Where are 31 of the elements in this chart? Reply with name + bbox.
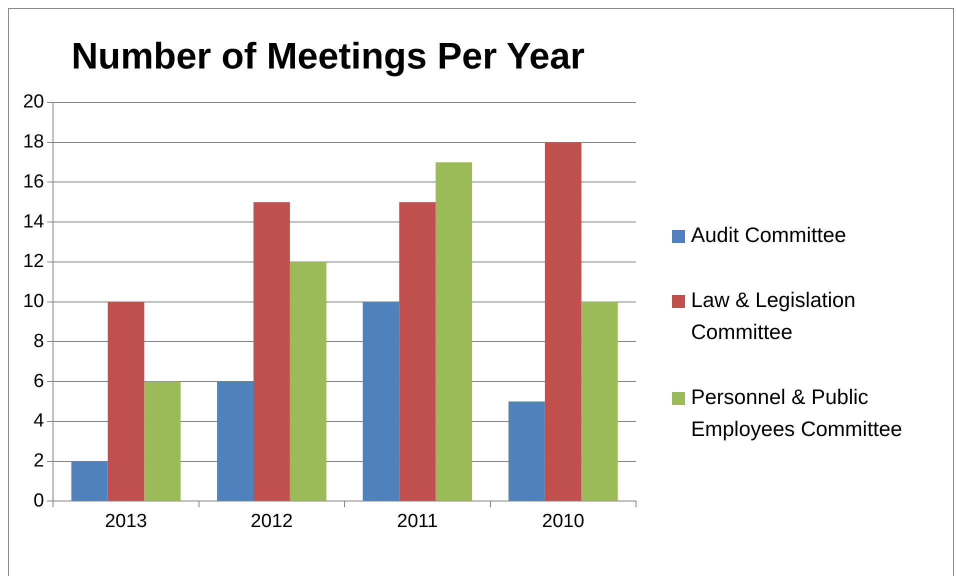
bar [581, 302, 618, 501]
bar [544, 142, 582, 501]
bar [144, 382, 181, 501]
y-tick-label: 10 [22, 291, 44, 312]
x-tick-label: 2013 [104, 510, 148, 532]
legend-label: Audit Committee [691, 223, 846, 249]
bar [290, 262, 326, 501]
bar [508, 402, 545, 501]
y-tick-label: 18 [22, 132, 44, 153]
bar [399, 202, 436, 501]
y-tick-label: 2 [34, 450, 44, 472]
x-tick-label: 2011 [396, 510, 438, 532]
bar [71, 461, 108, 501]
x-tick-label: 2010 [542, 510, 584, 532]
y-tick-label: 8 [34, 330, 44, 352]
y-tick-label: 14 [22, 211, 45, 232]
x-tick-label: 2012 [250, 510, 293, 532]
y-tick-label: 4 [34, 410, 45, 432]
chart-title: Number of Meetings Per Year [71, 35, 585, 76]
legend-label: Personnel & Public Employees Committee [691, 385, 904, 443]
bar [217, 382, 254, 501]
bar [436, 162, 472, 501]
y-tick-label: 16 [22, 171, 44, 192]
bar [253, 202, 290, 501]
bar [108, 302, 144, 501]
y-tick-label: 0 [34, 490, 44, 512]
y-tick-label: 12 [22, 251, 44, 272]
legend-label: Law & Legislation Committee [691, 288, 857, 346]
y-tick-label: 6 [34, 370, 44, 392]
y-tick-label: 20 [22, 92, 44, 113]
bar [362, 302, 400, 501]
